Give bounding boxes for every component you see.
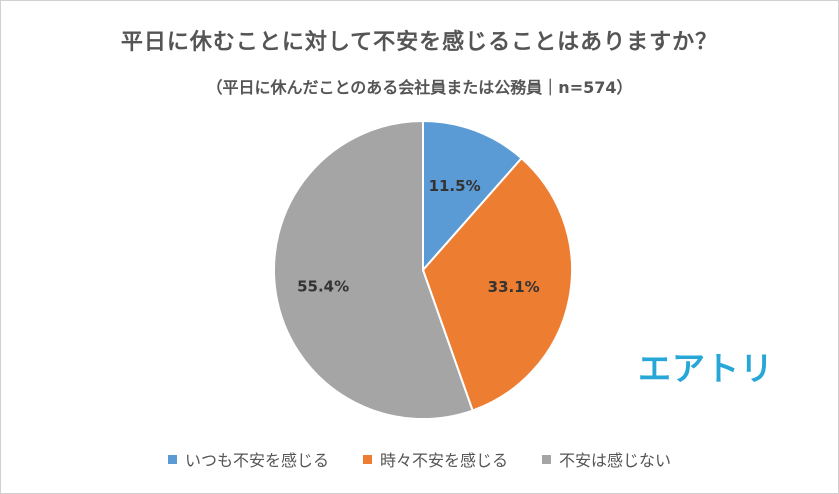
legend-swatch-always-anxious	[167, 454, 177, 464]
legend-item-sometimes-anxious: 時々不安を感じる	[362, 447, 508, 471]
chart-legend: いつも不安を感じる 時々不安を感じる 不安は感じない	[0, 447, 839, 471]
pie-slice-always-anxious	[422, 119, 523, 273]
legend-swatch-sometimes-anxious	[362, 454, 372, 464]
pie-slice-not-anxious	[273, 119, 474, 420]
data-label-sometimes-anxious: 33.1%	[488, 278, 540, 296]
data-label-not-anxious: 55.4%	[297, 278, 349, 296]
legend-swatch-not-anxious	[542, 454, 551, 464]
legend-item-not-anxious: 不安は感じない	[542, 447, 671, 471]
legend-item-always-anxious: いつも不安を感じる	[167, 447, 329, 471]
legend-label-always-anxious: いつも不安を感じる	[184, 451, 329, 470]
data-label-always-anxious: 11.5%	[429, 177, 481, 195]
pie-slice-sometimes-anxious	[421, 156, 573, 412]
chart-subtitle: （平日に休んだことのある会社員または公務員｜n=574）	[206, 78, 633, 97]
legend-label-sometimes-anxious: 時々不安を感じる	[379, 451, 508, 470]
legend-label-not-anxious: 不安は感じない	[559, 451, 672, 470]
airtrip-logo: エアトリ	[638, 349, 774, 388]
chart-title: 平日に休むことに対して不安を感じることはありますか？	[120, 30, 719, 55]
